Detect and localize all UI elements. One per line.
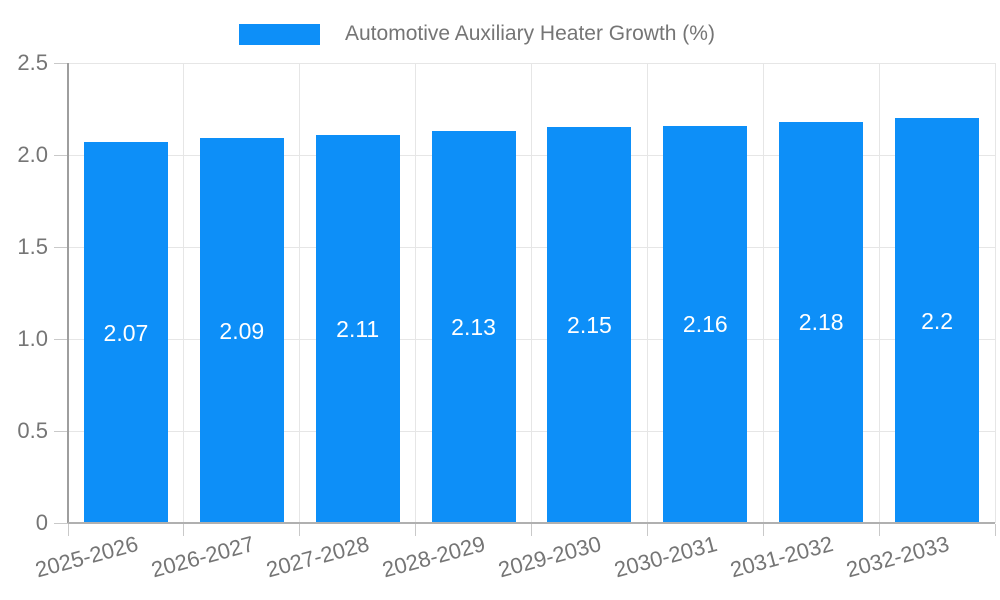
bar-value-label: 2.09 <box>219 317 265 344</box>
legend-label: Automotive Auxiliary Heater Growth (%) <box>345 22 715 45</box>
gridline-v <box>878 63 880 523</box>
x-tick <box>994 524 996 536</box>
bar[interactable] <box>895 118 980 523</box>
bar-value-label: 2.15 <box>567 312 612 339</box>
y-tick <box>54 430 68 432</box>
y-tick-label: 1.0 <box>17 326 48 351</box>
x-tick <box>299 524 301 536</box>
bar[interactable] <box>315 134 400 523</box>
x-tick-label: 2027-2028 <box>264 531 373 583</box>
bar[interactable] <box>547 127 632 523</box>
legend: Automotive Auxiliary Heater Growth (%) <box>239 22 715 46</box>
x-tick <box>67 524 69 536</box>
x-tick-label: 2031-2032 <box>727 531 836 583</box>
y-tick-label: 0.5 <box>17 418 48 443</box>
gridline-v <box>646 63 648 523</box>
x-tick <box>183 524 185 536</box>
bar-value-label: 2.18 <box>798 309 844 336</box>
gridline-v <box>762 63 764 523</box>
y-tick <box>54 338 68 340</box>
gridline-v <box>415 63 417 523</box>
bar[interactable] <box>83 142 168 523</box>
y-tick <box>54 522 68 524</box>
gridline-v <box>994 63 996 523</box>
bar-value-label: 2.16 <box>682 311 728 338</box>
x-tick-label: 2028-2029 <box>379 531 489 583</box>
y-tick-label: 2.5 <box>17 50 48 75</box>
x-tick <box>415 524 417 536</box>
x-tick-label: 2025-2026 <box>32 531 141 583</box>
y-tick-label: 0 <box>35 510 48 535</box>
bar[interactable] <box>199 138 284 523</box>
x-tick <box>878 524 880 536</box>
bar-value-label: 2.11 <box>336 315 380 342</box>
gridline-v <box>183 63 185 523</box>
x-tick <box>646 524 648 536</box>
y-tick-label: 1.5 <box>17 234 48 259</box>
y-tick-label: 2.0 <box>17 142 48 167</box>
x-tick-label: 2030-2031 <box>611 531 720 583</box>
bar-value-label: 2.07 <box>103 319 149 346</box>
y-tick <box>54 62 68 64</box>
legend-swatch <box>239 23 320 45</box>
bar[interactable] <box>431 131 516 523</box>
bar[interactable] <box>779 121 864 523</box>
x-axis-line <box>68 522 995 524</box>
gridline-v <box>531 63 532 523</box>
x-tick-label: 2029-2030 <box>495 531 604 583</box>
y-axis-line <box>67 63 69 523</box>
y-tick <box>54 154 68 156</box>
bar-value-label: 2.13 <box>451 314 496 341</box>
x-tick-label: 2032-2033 <box>843 531 952 583</box>
gridline-v <box>299 63 301 523</box>
x-tick-label: 2026-2027 <box>148 531 257 583</box>
bar-value-label: 2.2 <box>921 307 954 334</box>
y-tick <box>54 246 68 248</box>
x-tick <box>531 524 532 536</box>
x-tick <box>762 524 764 536</box>
bar[interactable] <box>663 125 748 523</box>
